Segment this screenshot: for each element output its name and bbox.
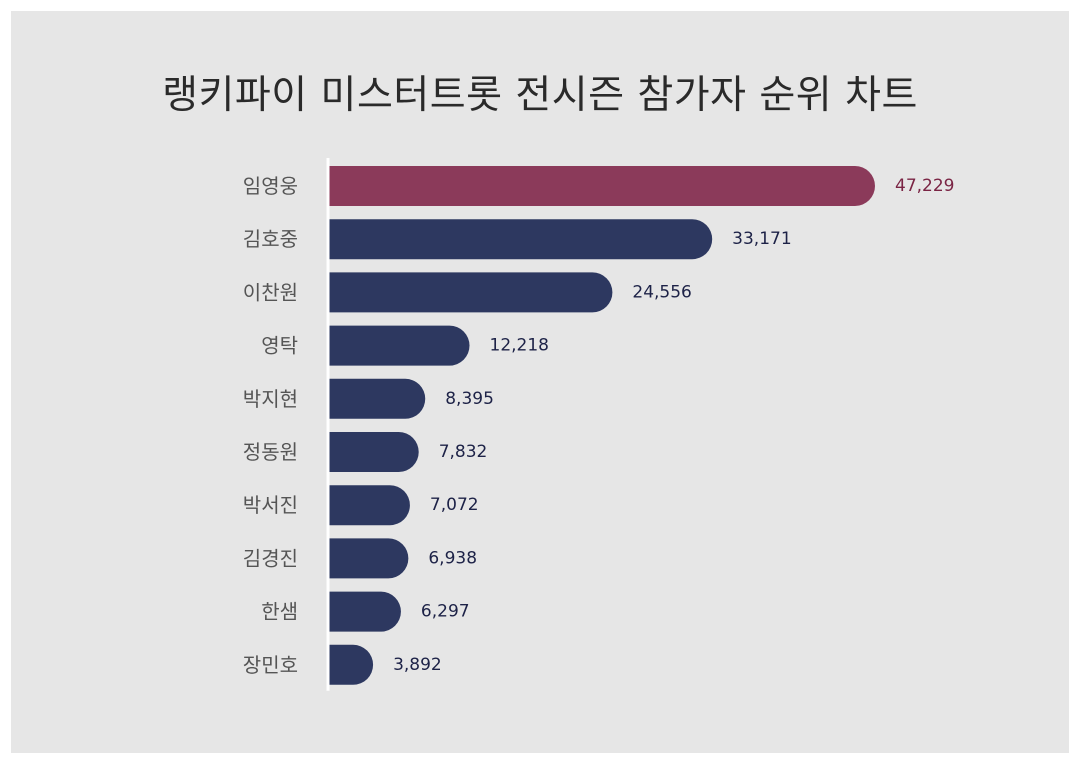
bar-6: [328, 432, 419, 472]
chart-card: [11, 11, 1069, 753]
value-label: 7,072: [430, 495, 479, 515]
category-label: 정동원: [243, 440, 298, 464]
value-label: 7,832: [439, 442, 488, 462]
value-label: 33,171: [732, 229, 791, 249]
bar-2: [328, 219, 713, 260]
value-label: 6,938: [428, 548, 477, 568]
value-label: 3,892: [393, 655, 442, 675]
value-label: 8,395: [445, 389, 494, 409]
value-label: 47,229: [895, 176, 954, 196]
bar-7: [328, 485, 410, 526]
category-label: 영탁: [261, 334, 298, 358]
value-label: 24,556: [632, 282, 691, 302]
category-label: 박지현: [243, 387, 298, 411]
bar-8: [328, 538, 409, 579]
bar-5: [328, 378, 426, 419]
category-label: 한샘: [261, 600, 298, 624]
value-label: 6,297: [421, 602, 470, 622]
category-label: 김호중: [243, 227, 298, 251]
bar-9: [328, 591, 401, 632]
category-label: 임영웅: [243, 174, 298, 198]
category-label: 이찬원: [243, 280, 298, 304]
chart-title: 랭키파이 미스터트롯 전시즌 참가자 순위 차트: [162, 73, 918, 118]
bar-4: [328, 325, 470, 366]
bar-3: [328, 272, 613, 313]
bar-10: [328, 644, 374, 685]
value-label: 12,218: [490, 336, 549, 356]
bar-1: [328, 166, 875, 206]
category-label: 박서진: [243, 493, 298, 517]
category-label: 김경진: [243, 546, 298, 570]
category-label: 장민호: [243, 653, 298, 677]
